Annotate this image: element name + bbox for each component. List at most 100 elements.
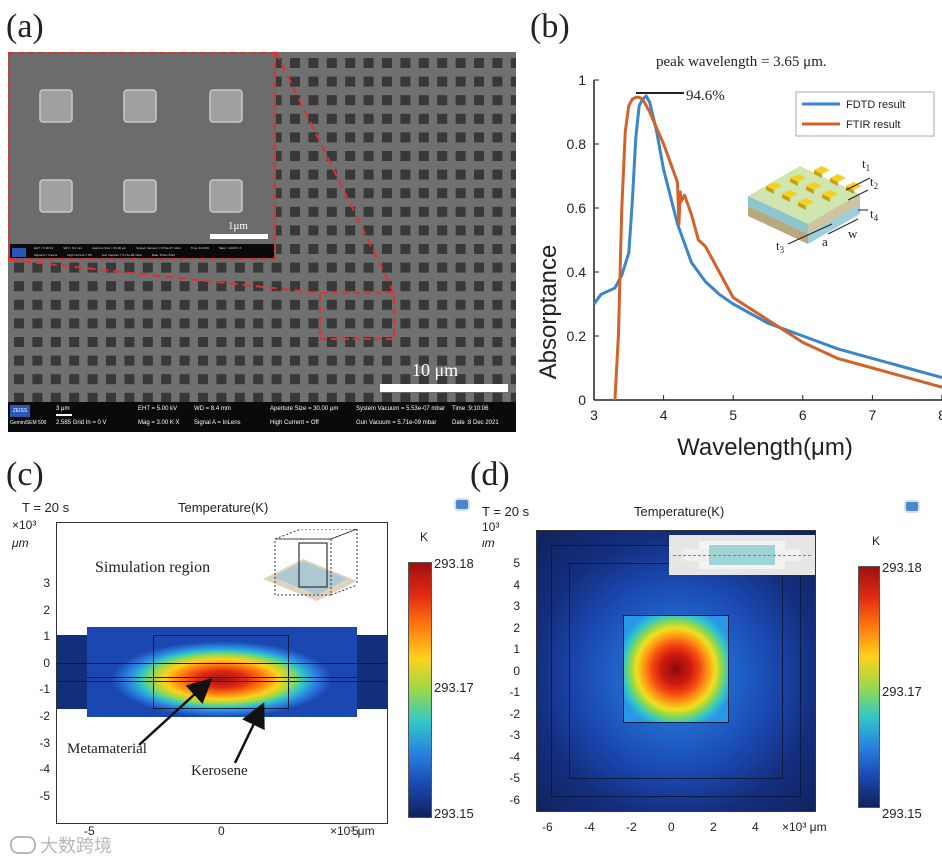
sem-square [87,374,98,385]
sem-square [308,95,319,106]
zoom-line-top [275,51,395,294]
sem-square [418,151,429,161]
sem-square [510,337,516,347]
sem-square [474,337,484,347]
meta-layer-line-1 [57,663,387,664]
sem-square [400,262,411,273]
absorptance-chart: 3 4 5 6 7 8 0 0.2 0.4 0.6 0.8 1 Absorptance Wavelen… [535,72,942,461]
sem-square [50,299,61,310]
d-unit: ιm [482,536,495,550]
sem-square [437,132,448,143]
sem-square [326,151,337,161]
sem-square [290,374,300,385]
sem-square [382,299,392,310]
legend-fdtd-label: FDTD result [846,99,905,111]
c-x-tick-label: 0 [218,824,225,838]
sem-square [382,262,392,273]
sem-square [437,188,448,199]
sem-square [198,374,208,385]
sem-square [142,374,153,385]
sem-square [308,244,319,254]
d-y-tick-label: 1 [513,642,520,656]
inset-info-item: System Vacuum = 5.53e-07 mbar [136,246,181,250]
sem-square [161,262,172,273]
sem-square [290,337,300,347]
c-unit: μm [12,536,29,550]
label-t4: t4 [870,206,879,223]
sem-square [271,206,282,217]
sem-square [69,281,80,292]
sem-square [363,188,374,199]
sem-square [345,262,356,273]
sem-square [437,318,448,329]
sem-square [179,337,190,347]
sem-square [474,225,484,236]
sem-square [87,299,98,310]
y-axis-label: Absorptance [535,245,562,380]
sem-square [437,95,448,106]
annotation-arrows [138,677,265,764]
sem-square [400,76,411,87]
sem-square [50,392,61,402]
sem-square [69,392,80,402]
sem-square [492,299,503,310]
sem-square [492,244,503,254]
d-y-tick-label: -2 [509,706,520,721]
unit-cube-side [822,194,830,202]
sem-square [69,374,80,385]
sem-square [418,318,429,329]
c-cb-mid: 293.17 [434,680,474,695]
sem-square [271,355,282,366]
d-view-icon[interactable] [906,502,918,511]
sem-square [326,392,337,402]
d-title: Temperature(K) [634,504,725,519]
sem-square [161,337,172,347]
y-tick-label: 1 [578,72,586,88]
c-y-tick-label: -3 [39,735,50,750]
sem-square [455,262,466,273]
sem-square [326,76,337,87]
sem-square [400,392,411,402]
sem-eht: EHT = 5.00 kV [138,406,178,412]
sem-square [492,95,503,106]
y-tick-label: 0.6 [567,200,587,216]
sim-region-label: Simulation region [95,559,211,576]
sem-square [437,262,448,273]
sem-square [198,299,208,310]
sem-info-bar: ZEISS GeminiSEM 500 3 μm 2.585 Grid In =… [8,402,516,432]
sem-square [326,244,337,254]
c-view-icon[interactable] [456,500,468,509]
c-cb-max: 293.18 [434,556,474,571]
sem-square [271,262,282,273]
sem-square [455,355,466,366]
inset-info-item: WD = 8.4 mm [63,246,82,250]
sim-region-sketch [263,529,358,601]
sem-square [492,262,503,273]
chart-legend: FDTD result FTIR result [795,91,935,137]
sem-square [161,355,172,366]
sem-square [142,355,153,366]
sem-square [124,299,135,310]
sem-square [418,95,429,106]
sem-square [437,58,448,68]
metamaterial-arrow [138,677,213,746]
sem-square [418,58,429,68]
c-y-tick-label: -4 [39,762,50,777]
sem-square [308,58,319,68]
sem-square [418,113,429,124]
sketch-edge-3 [330,584,358,596]
sem-square [271,188,282,199]
sem-square [216,281,227,292]
sem-square [382,392,392,402]
sem-square [363,281,374,292]
sem-square [418,76,429,87]
sem-square [290,151,300,161]
sem-square [400,151,411,161]
sem-square [437,169,448,180]
sem-square [198,281,208,292]
x-tick-label: 3 [590,407,598,423]
sem-square [290,188,300,199]
sem-square [400,169,411,180]
sem-square [345,392,356,402]
sem-square [510,132,516,143]
